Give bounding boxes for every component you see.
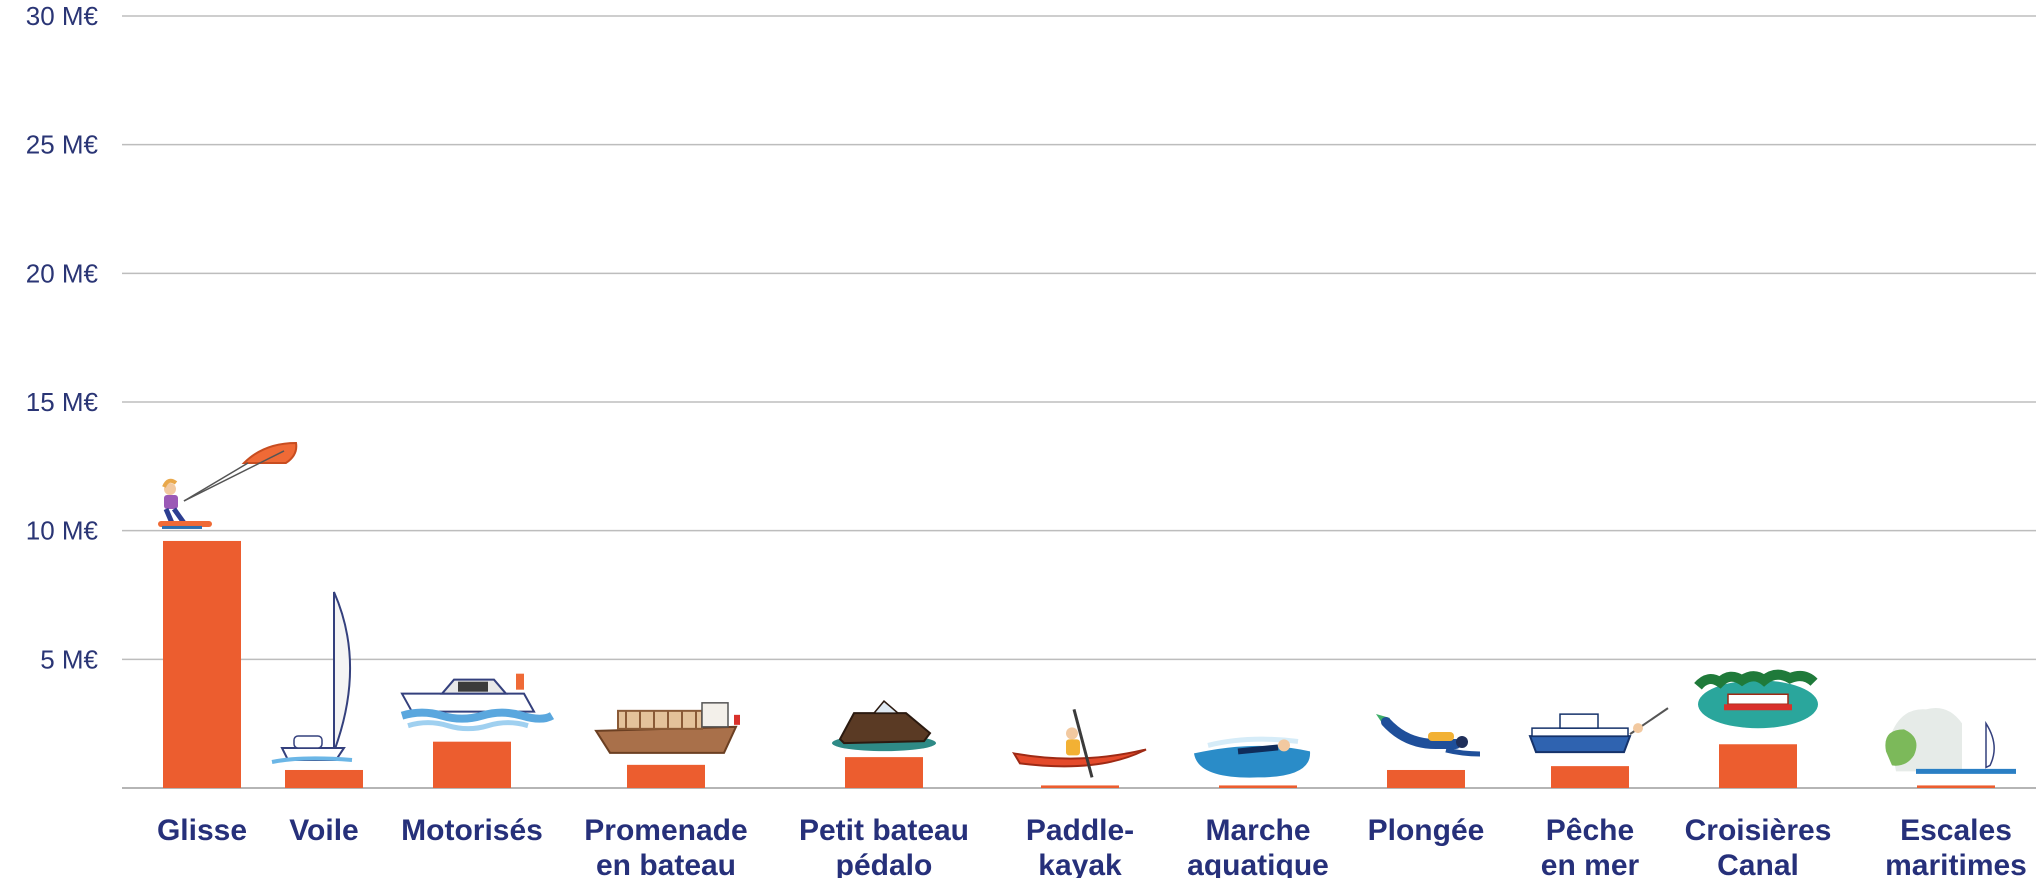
bar (627, 764, 705, 788)
fishing-boat-icon (1528, 707, 1669, 754)
grid-lines (122, 15, 2036, 661)
x-tick-label: Petit bateau pédalo (799, 814, 969, 878)
bar (1219, 785, 1297, 788)
y-tick-label: 20 M€ (26, 258, 99, 288)
sailboat-icon (271, 591, 353, 764)
y-tick-label: 30 M€ (26, 1, 99, 31)
y-tick-label: 10 M€ (26, 516, 99, 546)
x-tick-label: Promenade en bateau (584, 814, 747, 878)
coastal-cruise-icon (1885, 708, 2016, 774)
kayak-icon (1012, 709, 1147, 778)
y-tick-label: 25 M€ (26, 130, 99, 160)
bar (1387, 769, 1465, 788)
small-boat-icon (832, 700, 936, 752)
x-tick-label: Plongée (1368, 814, 1485, 847)
y-tick-label: 5 M€ (40, 644, 98, 674)
y-tick-label: 15 M€ (26, 387, 99, 417)
bar (1551, 766, 1629, 788)
bar (845, 757, 923, 788)
x-tick-label: Marche aquatique (1187, 814, 1329, 878)
x-tick-label: Voile (289, 814, 358, 847)
x-tick-label: Croisières Canal (1685, 814, 1832, 878)
x-tick-label: Pêche en mer (1541, 814, 1640, 878)
x-tick-label: Paddle-kayak (1026, 814, 1134, 878)
y-axis-ticks: 5 M€ 10 M€ 15 M€ 20 M€ 25 M€ 30 M€ (26, 1, 99, 674)
x-tick-label: Glisse (157, 814, 247, 847)
motor-yacht-icon (400, 673, 555, 732)
diver-icon (1376, 713, 1481, 757)
swimmer-icon (1194, 736, 1311, 778)
bar (1041, 785, 1119, 788)
bar (163, 540, 241, 788)
canal-barge-icon (1694, 669, 1818, 729)
bar (1719, 744, 1797, 788)
x-tick-label: Escales maritimes (1885, 814, 2027, 878)
bar (1917, 785, 1995, 788)
bars (163, 540, 1995, 788)
category-icons (158, 441, 2016, 778)
x-tick-label: Motorisés (401, 814, 543, 847)
category-labels: Glisse Voile Motorisés Promenade en bateau Pe… (157, 814, 2027, 878)
bar (285, 769, 363, 788)
tour-boat-icon (594, 702, 740, 754)
kitesurfer-icon (158, 441, 298, 529)
bar (433, 741, 511, 788)
